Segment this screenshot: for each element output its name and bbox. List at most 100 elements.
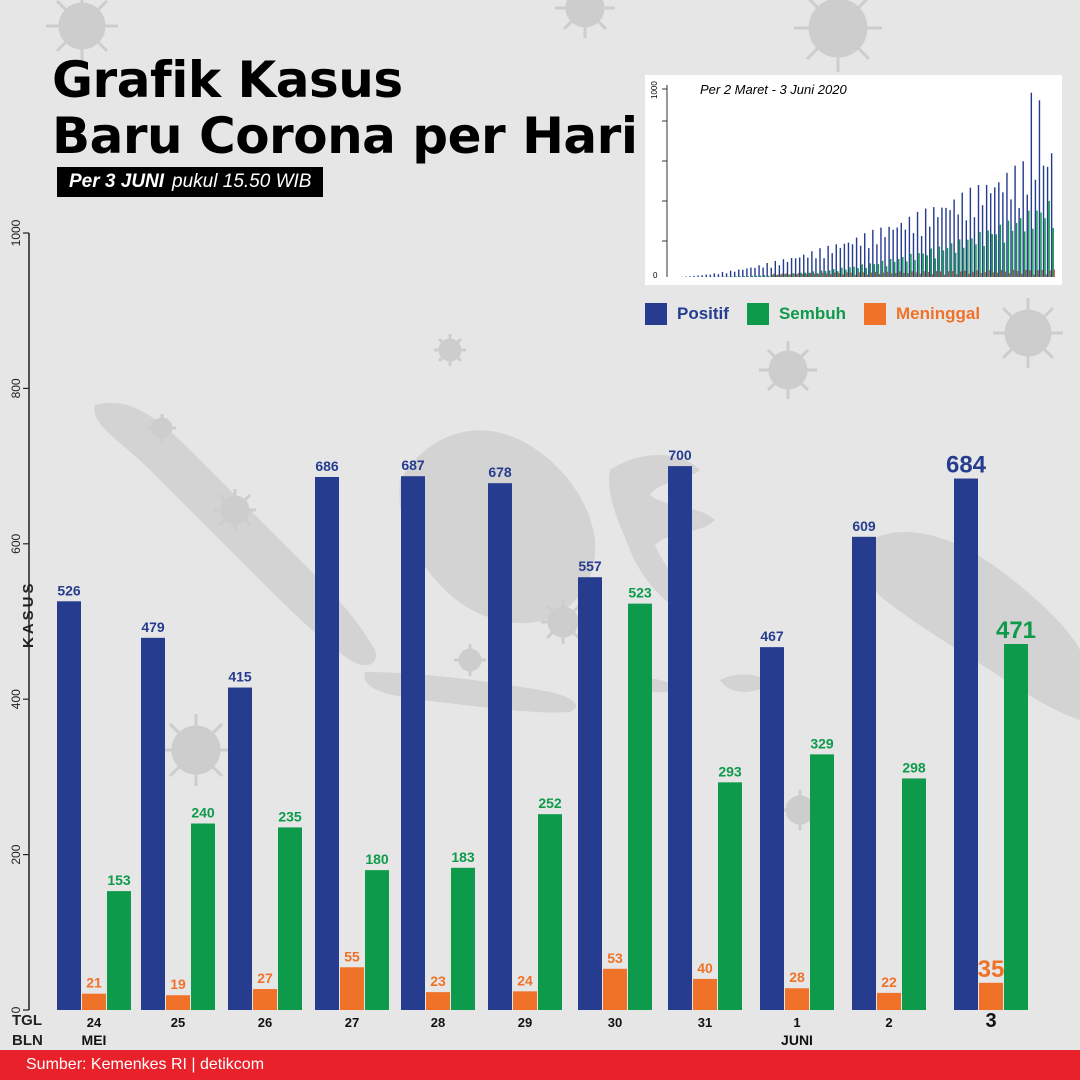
inset-bar-meninggal <box>939 271 942 277</box>
inset-bar-positif <box>851 244 854 277</box>
inset-bar-positif <box>908 216 911 277</box>
inset-bar-sembuh <box>735 276 737 277</box>
chart-bars <box>57 466 1028 1011</box>
inset-bar-meninggal <box>923 271 925 277</box>
inset-bar-sembuh <box>938 246 941 277</box>
inset-bar-positif <box>811 251 813 277</box>
inset-bar-meninggal <box>907 273 909 277</box>
bar-meninggal <box>877 992 901 1010</box>
inset-bar-positif <box>945 207 947 277</box>
inset-bar-meninggal <box>834 272 836 277</box>
inset-bar-positif <box>778 265 781 277</box>
inset-bar-meninggal <box>891 273 893 277</box>
inset-bar-positif <box>803 254 805 277</box>
inset-bar-meninggal <box>883 272 885 277</box>
inset-chart: Per 2 Maret - 3 Juni 2020 1000 0 <box>645 75 1062 285</box>
inset-bar-positif <box>924 208 927 277</box>
bar-sembuh <box>107 891 131 1010</box>
inset-caption: Per 2 Maret - 3 Juni 2020 <box>700 82 847 97</box>
inset-bar-positif <box>892 229 894 277</box>
inset-bar-sembuh <box>857 268 859 277</box>
inset-bar-positif <box>953 199 955 277</box>
inset-bar-meninggal <box>980 272 982 277</box>
inset-bar-sembuh <box>926 255 928 277</box>
inset-bar-sembuh <box>792 273 794 277</box>
inset-bar-sembuh <box>873 264 876 277</box>
x-tick-label: 1 <box>793 1015 800 1030</box>
inset-bar-positif <box>998 182 1000 277</box>
inset-bar-positif <box>994 187 996 277</box>
inset-bar-sembuh <box>914 259 916 277</box>
inset-bar-meninggal <box>1025 269 1027 277</box>
x-tick-label: 25 <box>171 1015 185 1030</box>
virus-icon <box>148 414 176 442</box>
inset-bar-positif <box>933 207 935 277</box>
inset-bar-positif <box>904 229 907 277</box>
inset-bar-meninggal <box>809 272 811 277</box>
inset-bar-positif <box>1018 208 1020 277</box>
inset-bar-positif <box>705 274 707 277</box>
x-tick-label: 28 <box>431 1015 445 1030</box>
inset-bar-sembuh <box>975 244 977 277</box>
inset-bar-sembuh <box>893 261 896 277</box>
inset-bar-sembuh <box>1024 231 1026 277</box>
inset-bar-sembuh <box>780 274 782 277</box>
inset-bar-meninggal <box>1045 274 1047 277</box>
inset-bar-meninggal <box>805 273 807 277</box>
inset-bar-meninggal <box>854 274 856 277</box>
bar-sembuh <box>628 603 652 1010</box>
value-label-sembuh: 329 <box>810 735 834 751</box>
bar-positif <box>228 687 252 1010</box>
inset-bar-sembuh <box>942 250 945 277</box>
value-label-sembuh: 293 <box>718 763 742 779</box>
inset-bar-positif <box>1030 92 1033 277</box>
bar-sembuh <box>902 778 926 1010</box>
inset-bar-meninggal <box>781 273 783 277</box>
inset-bar-positif <box>786 261 789 277</box>
source-text: Sumber: Kemenkes RI | detikcom <box>26 1056 265 1073</box>
inset-bar-positif <box>689 276 691 277</box>
inset-bar-sembuh <box>1003 242 1006 277</box>
inset-bar-positif <box>957 214 959 277</box>
inset-bar-meninggal <box>944 274 946 277</box>
value-label-positif: 700 <box>668 447 692 463</box>
inset-bar-sembuh <box>1032 228 1034 277</box>
inset-bar-sembuh <box>902 257 904 277</box>
bar-sembuh <box>1004 644 1028 1010</box>
inset-bar-positif <box>770 267 772 277</box>
inset-bar-meninggal <box>879 273 881 277</box>
inset-bar-sembuh <box>930 248 932 277</box>
inset-bar-positif <box>1022 161 1024 277</box>
inset-bar-meninggal <box>1017 271 1019 277</box>
inset-bar-meninggal <box>899 271 901 277</box>
inset-bar-positif <box>742 269 744 277</box>
inset-bar-sembuh <box>1048 200 1050 277</box>
inset-bar-positif <box>798 257 801 277</box>
inset-bar-positif <box>794 258 797 277</box>
inset-bar-meninggal <box>964 270 966 277</box>
inset-bar-sembuh <box>959 239 961 277</box>
x-tick-label: 2 <box>885 1015 892 1030</box>
inset-bar-positif <box>1038 100 1041 277</box>
inset-bar-positif <box>872 229 874 277</box>
x-tick-label: 3 <box>985 1010 996 1032</box>
title-line-2: Baru Corona per Hari <box>52 107 638 165</box>
inset-bar-meninggal <box>862 272 864 277</box>
value-label-meninggal: 23 <box>430 973 446 989</box>
value-label-positif: 415 <box>228 669 252 685</box>
inset-bar-meninggal <box>777 274 779 277</box>
inset-bar-meninggal <box>1053 269 1055 277</box>
inset-bar-sembuh <box>898 259 900 277</box>
virus-icon <box>434 334 466 366</box>
inset-bar-sembuh <box>804 272 807 277</box>
bar-positif <box>57 601 81 1010</box>
y-tick-label: 400 <box>9 689 23 709</box>
legend-swatch-positif <box>645 303 667 325</box>
virus-icon <box>759 341 817 399</box>
bar-positif <box>315 476 339 1010</box>
inset-bar-sembuh <box>1044 218 1046 277</box>
inset-bar-sembuh <box>963 247 965 277</box>
date-badge-date: Per 3 JUNI <box>69 171 165 192</box>
inset-bar-meninggal <box>785 273 787 277</box>
inset-bar-sembuh <box>1040 212 1042 277</box>
